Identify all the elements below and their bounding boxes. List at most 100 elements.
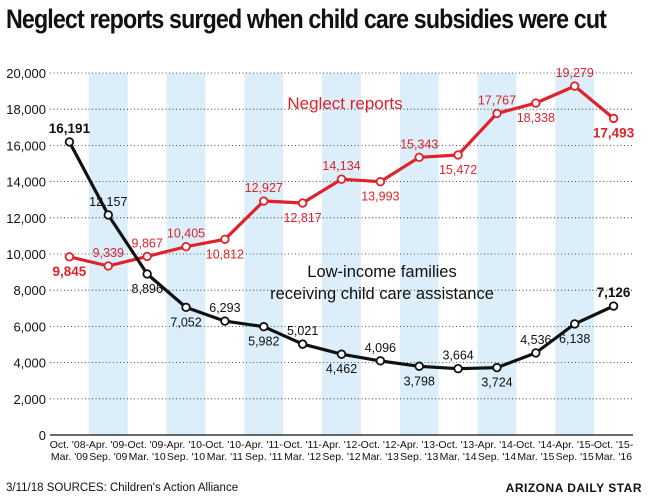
data-label: 15,472 bbox=[439, 163, 477, 177]
y-tick-label: 14,000 bbox=[6, 175, 46, 190]
band-3 bbox=[166, 73, 206, 435]
series-names: Neglect reports Low-income families receiv… bbox=[270, 94, 494, 303]
y-tick-label: 20,000 bbox=[6, 66, 46, 81]
data-point bbox=[453, 363, 463, 374]
data-label: 16,191 bbox=[49, 121, 91, 136]
x-tick-label: Oct. '12-Mar. '13 bbox=[361, 439, 401, 463]
data-point bbox=[103, 261, 113, 271]
data-label: 3,724 bbox=[481, 376, 512, 390]
y-tick-label: 16,000 bbox=[6, 138, 46, 153]
data-label: 5,982 bbox=[248, 335, 279, 349]
x-tick-label: Apr. '15-Sep. '15 bbox=[555, 439, 594, 463]
data-point bbox=[531, 348, 541, 358]
data-label: 7,052 bbox=[170, 315, 201, 329]
x-tick-label: Apr. '09-Sep. '09 bbox=[89, 439, 128, 463]
y-tick-label: 6,000 bbox=[13, 319, 46, 334]
chart-title: Neglect reports surged when child care s… bbox=[6, 4, 607, 34]
data-point bbox=[259, 322, 269, 332]
data-point bbox=[220, 316, 230, 326]
data-point bbox=[375, 177, 386, 187]
data-label: 4,462 bbox=[326, 362, 357, 376]
x-tick-label: Apr. '10-Sep. '10 bbox=[167, 439, 206, 463]
data-point bbox=[414, 152, 424, 162]
data-label: 12,927 bbox=[245, 181, 283, 195]
data-label: 10,812 bbox=[206, 247, 244, 261]
data-label: 13,993 bbox=[361, 190, 399, 204]
data-point bbox=[64, 137, 75, 147]
data-label: 9,339 bbox=[93, 246, 124, 260]
source-credit: 3/11/18 SOURCES: Children's Action Allia… bbox=[6, 482, 239, 494]
x-tick-label: Oct. '08-Mar. '09 bbox=[50, 439, 90, 463]
data-point bbox=[453, 150, 463, 160]
y-axis-ticks: 0 2,000 4,000 6,000 8,000 10,000 12,000 14,000 1… bbox=[6, 66, 46, 443]
band-1 bbox=[88, 73, 128, 435]
x-tick-label: Oct. '11-Mar. '12 bbox=[283, 439, 322, 463]
x-tick-label: Oct. '15-Mar. '16 bbox=[594, 439, 634, 463]
series-lines bbox=[64, 81, 619, 374]
data-label: 10,405 bbox=[167, 227, 205, 241]
data-label: 9,845 bbox=[53, 264, 87, 279]
x-tick-label: Oct. '14-Mar. '15 bbox=[516, 439, 556, 463]
data-label: 5,021 bbox=[287, 324, 318, 338]
data-point bbox=[570, 81, 580, 91]
data-point bbox=[570, 319, 580, 329]
data-label: 17,767 bbox=[478, 93, 516, 107]
data-label: 17,493 bbox=[593, 125, 635, 140]
series-name-assistance-1: Low-income families bbox=[307, 263, 456, 281]
data-label: 12,157 bbox=[89, 195, 127, 209]
y-tick-label: 8,000 bbox=[13, 283, 46, 298]
data-point bbox=[414, 361, 424, 371]
data-point bbox=[336, 349, 347, 359]
y-tick-label: 4,000 bbox=[13, 356, 46, 371]
series-name-assistance-2: receiving child care assistance bbox=[270, 285, 494, 303]
data-point bbox=[608, 301, 619, 311]
y-tick-label: 0 bbox=[39, 428, 46, 443]
x-tick-label: Oct. '09-Mar. '10 bbox=[127, 439, 167, 463]
data-label: 3,664 bbox=[442, 349, 473, 363]
x-tick-label: Oct. '10-Mar. '11 bbox=[205, 439, 245, 463]
data-point bbox=[608, 113, 619, 124]
data-label: 4,536 bbox=[520, 333, 551, 347]
series-name-neglect: Neglect reports bbox=[287, 94, 402, 113]
data-label: 7,126 bbox=[597, 285, 631, 300]
data-point bbox=[492, 108, 502, 119]
data-label: 12,817 bbox=[284, 211, 322, 225]
x-tick-label: Apr. '12-Sep. '12 bbox=[322, 439, 361, 463]
data-point bbox=[220, 234, 230, 245]
data-point bbox=[181, 302, 191, 313]
data-point bbox=[142, 251, 152, 262]
x-tick-label: Apr. '11-Sep. '11 bbox=[245, 439, 283, 463]
data-label: 15,343 bbox=[400, 137, 438, 151]
x-tick-label: Apr. '14-Sep. '14 bbox=[478, 439, 517, 463]
x-tick-label: Oct. '13-Mar. '14 bbox=[438, 439, 478, 463]
data-point bbox=[336, 174, 347, 184]
data-point bbox=[64, 252, 75, 262]
y-tick-label: 12,000 bbox=[6, 211, 46, 226]
data-point bbox=[142, 269, 152, 279]
data-point bbox=[297, 198, 308, 208]
data-label: 4,096 bbox=[365, 341, 396, 355]
data-label: 6,138 bbox=[559, 332, 590, 346]
data-point bbox=[259, 196, 269, 206]
data-point bbox=[531, 98, 541, 108]
data-point bbox=[181, 241, 191, 252]
data-point bbox=[375, 356, 386, 366]
x-tick-label: Apr. '13-Sep. '13 bbox=[400, 439, 439, 463]
y-tick-label: 18,000 bbox=[6, 102, 46, 117]
data-label: 8,896 bbox=[132, 282, 163, 296]
data-point bbox=[103, 210, 113, 220]
y-tick-label: 10,000 bbox=[6, 247, 46, 262]
publisher-credit: ARIZONA DAILY STAR bbox=[505, 481, 642, 495]
data-label: 6,293 bbox=[209, 301, 240, 315]
data-label: 18,338 bbox=[517, 111, 555, 125]
data-label: 3,798 bbox=[404, 374, 435, 388]
data-label: 19,279 bbox=[556, 66, 594, 80]
data-point bbox=[297, 339, 308, 349]
data-point bbox=[492, 362, 502, 373]
y-tick-label: 2,000 bbox=[13, 392, 46, 407]
data-label: 9,867 bbox=[132, 236, 163, 250]
data-label: 14,134 bbox=[322, 159, 360, 173]
